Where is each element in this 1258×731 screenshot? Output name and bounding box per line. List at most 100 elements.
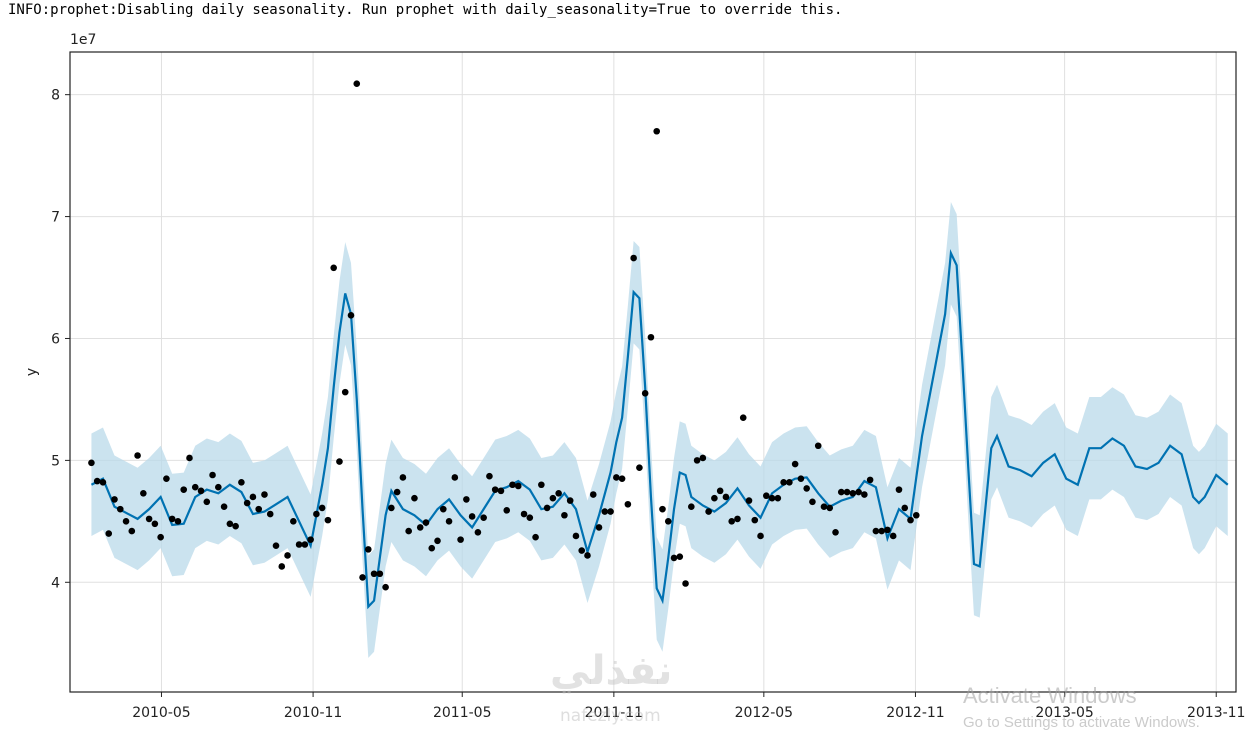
observed-point (151, 520, 159, 528)
observed-point (249, 493, 257, 501)
observed-point (232, 522, 239, 530)
observed-point (751, 516, 759, 524)
observed-point (457, 536, 464, 543)
observed-point (728, 518, 735, 525)
observed-point (820, 503, 828, 511)
observed-point (347, 312, 355, 319)
observed-point (855, 488, 862, 496)
observed-point (353, 80, 361, 87)
observed-point (826, 504, 834, 512)
observed-point (434, 537, 441, 545)
y-tick-label: 6 (51, 331, 60, 347)
observed-point (463, 496, 470, 503)
observed-point (399, 474, 407, 481)
observed-point (301, 541, 309, 548)
x-tick-label: 2012-05 (735, 705, 794, 721)
observed-point (561, 511, 568, 519)
observed-point (682, 580, 689, 587)
observed-point (209, 471, 216, 479)
observed-point (480, 514, 487, 521)
observed-point (174, 518, 182, 525)
observed-point (647, 333, 655, 341)
observed-point (780, 479, 787, 486)
observed-point (290, 518, 297, 525)
observed-point (739, 414, 747, 422)
observed-point (849, 489, 857, 497)
observed-point (832, 529, 839, 536)
observed-point (636, 464, 643, 471)
uncertainty-interval-band (91, 201, 1228, 658)
observed-point (122, 518, 130, 525)
observed-point (653, 127, 661, 135)
observed-point (901, 504, 909, 512)
console-info-message: INFO:prophet:Disabling daily seasonality… (8, 2, 843, 18)
x-tick-label: 2010-05 (132, 705, 191, 721)
watermark-logo-text: نفذلي (550, 648, 673, 694)
observed-point (370, 570, 378, 578)
observed-point (509, 481, 516, 489)
observed-point (595, 524, 603, 531)
observed-point (520, 510, 528, 518)
observed-point (180, 486, 188, 493)
observed-point (745, 497, 753, 504)
observed-point (474, 529, 482, 536)
observed-point (774, 494, 782, 502)
observed-point (93, 477, 101, 485)
observed-point (757, 532, 764, 540)
observed-point (705, 508, 712, 515)
observed-point (532, 533, 539, 541)
observed-point (716, 487, 724, 495)
observed-point (878, 527, 885, 535)
observed-point (255, 505, 263, 513)
observed-point (889, 532, 897, 540)
observed-point (295, 541, 303, 548)
observed-point (664, 518, 672, 525)
observed-point (803, 485, 810, 492)
observed-point (861, 491, 868, 498)
observed-point (157, 533, 164, 541)
watermark-logo-url: nafezly.com (560, 706, 661, 726)
observed-point (907, 516, 914, 524)
observed-point (555, 489, 562, 497)
observed-point (261, 491, 268, 498)
observed-point (468, 513, 476, 520)
y-tick-label: 5 (51, 453, 60, 469)
observed-point (837, 488, 845, 496)
observed-point (711, 494, 718, 502)
forecast-line (90, 249, 1229, 610)
observed-point (491, 486, 499, 493)
observed-point (163, 475, 170, 482)
observed-point (786, 479, 793, 486)
observed-point (688, 503, 695, 511)
observed-point (641, 390, 649, 397)
observed-point (693, 457, 701, 464)
observed-point (364, 546, 372, 553)
observed-point (105, 530, 113, 537)
observed-point (266, 510, 274, 518)
observed-point (549, 494, 557, 502)
observed-point (324, 516, 332, 524)
observed-point (313, 510, 320, 518)
observed-point (895, 486, 903, 493)
observed-point (191, 483, 199, 491)
observed-point (140, 489, 147, 497)
observed-point (572, 532, 580, 540)
x-tick-label: 2010-11 (284, 705, 343, 721)
observed-point (538, 481, 545, 489)
observed-point (912, 511, 920, 519)
observed-point (618, 475, 626, 482)
plot-frame (69, 51, 1237, 693)
observed-point (566, 497, 574, 504)
x-tick-label: 2011-05 (433, 705, 492, 721)
observed-point (278, 563, 286, 570)
observed-point (243, 499, 251, 507)
observed-point (128, 527, 136, 535)
observed-point (284, 552, 291, 559)
observed-point (514, 482, 522, 490)
x-axis-ticks: 2010-05 2010-11 2011-05 2011-11 2012-05 2012-… (132, 692, 1245, 721)
x-tick-label: 2011-11 (585, 705, 644, 721)
observed-point (439, 505, 447, 513)
grid-lines (70, 52, 1236, 692)
observed-point (763, 492, 770, 500)
